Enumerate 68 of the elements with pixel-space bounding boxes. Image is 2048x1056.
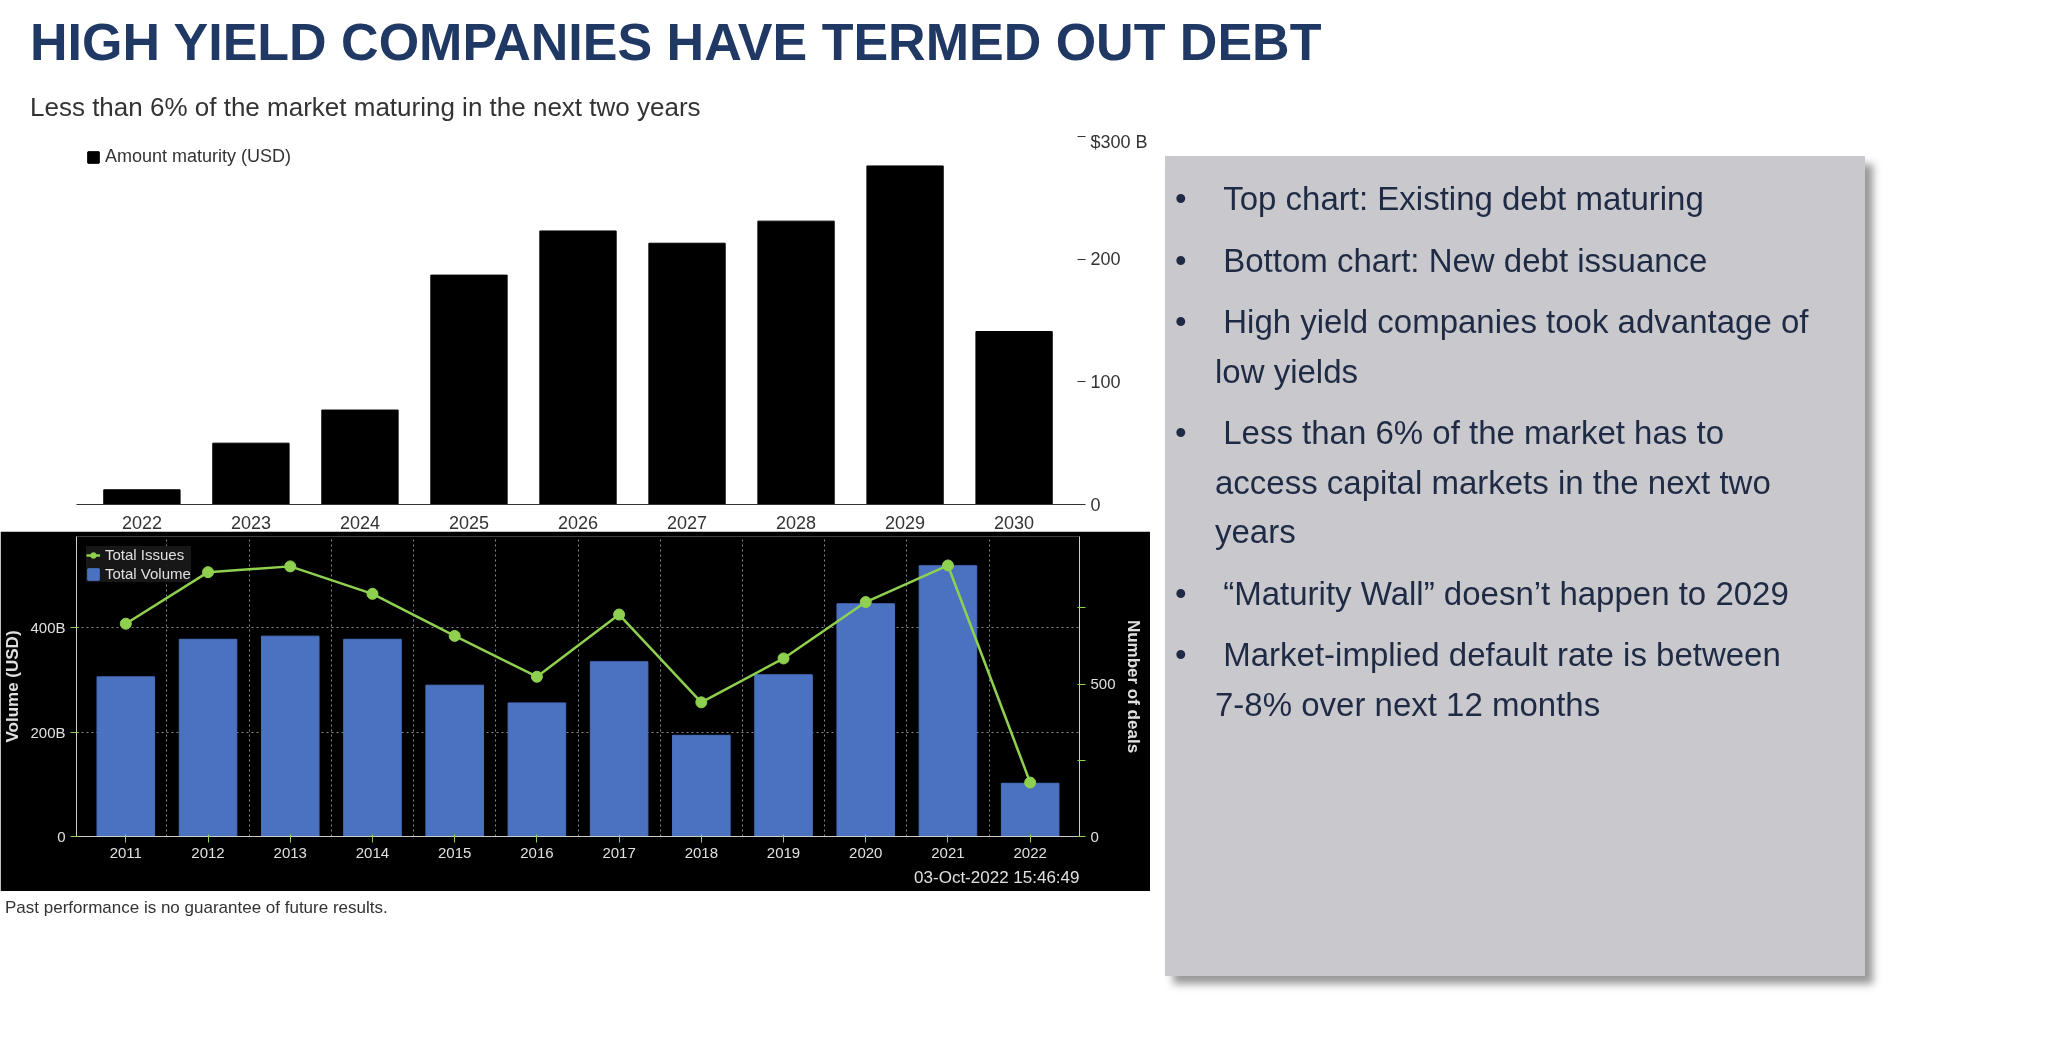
point xyxy=(613,608,626,621)
point xyxy=(284,560,297,573)
point xyxy=(530,671,543,684)
y-tick-label: 200 xyxy=(1090,249,1121,270)
bar xyxy=(178,639,238,837)
text: • Less than 6% of the market has to access capital markets in the next two years xyxy=(1175,413,1772,553)
x-tick-label: 2029 xyxy=(885,512,926,533)
text: • Bottom chart: New debt issuance xyxy=(1175,240,1709,281)
x-tick-label: 2024 xyxy=(339,512,380,533)
x-tick-label: 2025 xyxy=(448,512,489,533)
x-tick-label: 2015 xyxy=(438,843,472,861)
y-tick-label: 0 xyxy=(1090,494,1101,515)
point xyxy=(777,652,790,665)
point xyxy=(202,566,215,579)
x-tick-label: 2013 xyxy=(273,843,307,861)
bar xyxy=(425,685,484,837)
x-tick-label: 2026 xyxy=(557,512,599,533)
text: 03-Oct-2022 15:46:49 xyxy=(914,867,1080,887)
point xyxy=(448,630,461,643)
x-tick-label: 2017 xyxy=(602,843,636,861)
bar xyxy=(754,674,813,837)
point xyxy=(695,696,708,709)
x-tick-label: 2011 xyxy=(109,843,142,861)
text: • “Maturity Wall” doesn’t happen to 2029 xyxy=(1175,573,1790,614)
text: • Market-implied default rate is between 7-8% over next 12 months xyxy=(1175,635,1782,725)
bar xyxy=(589,661,649,837)
y-tick-label: 200B xyxy=(30,724,66,742)
chart-title: HIGH YIELD COMPANIES HAVE TERMED OUT DEBT xyxy=(30,12,1322,73)
x-tick-label: 2016 xyxy=(520,843,554,861)
y-tick-label: $300 B xyxy=(1090,131,1148,152)
y2-tick-label: 500 xyxy=(1090,675,1116,693)
y-tick-label: 100 xyxy=(1090,372,1121,393)
x-tick-label: 2021 xyxy=(931,843,965,861)
chart-subtitle: Less than 6% of the market maturing in the next two years xyxy=(30,91,701,125)
bar xyxy=(918,565,978,837)
bar xyxy=(96,676,156,837)
text: • Top chart: Existing debt maturing xyxy=(1175,179,1705,220)
bar xyxy=(343,639,402,837)
text: • High yield companies took advantage of low yields xyxy=(1175,302,1810,392)
x-tick-label: 2022 xyxy=(1013,843,1047,861)
x-tick-label: 2019 xyxy=(766,843,801,861)
point xyxy=(859,596,872,609)
bar xyxy=(507,702,567,837)
x-tick-label: 2020 xyxy=(849,843,883,861)
y-tick-label: 0 xyxy=(57,828,66,846)
text: Past performance is no guarantee of future results. xyxy=(5,897,388,920)
legend-label: Total Volume xyxy=(105,565,191,583)
point xyxy=(1024,776,1037,789)
legend-label: Amount maturity (USD) xyxy=(105,146,292,168)
x-tick-label: 2023 xyxy=(230,512,271,533)
bar xyxy=(672,735,731,837)
x-tick-label: 2014 xyxy=(355,843,390,861)
x-tick-label: 2030 xyxy=(994,512,1035,533)
bar xyxy=(1000,783,1060,837)
x-tick-label: 2027 xyxy=(667,512,708,533)
y2-axis-title: Number of deals xyxy=(1123,620,1143,754)
x-tick-label: 2028 xyxy=(776,512,817,533)
x-tick-label: 2012 xyxy=(191,843,225,861)
x-tick-label: 2022 xyxy=(121,512,162,533)
legend-label: Total Issues xyxy=(105,546,185,564)
bar xyxy=(260,636,320,837)
bar xyxy=(836,603,896,837)
y-tick-label: 400B xyxy=(30,619,66,637)
y-axis-title: Volume (USD) xyxy=(3,630,23,743)
point xyxy=(941,559,954,572)
point xyxy=(119,618,132,631)
x-tick-label: 2018 xyxy=(684,843,719,861)
point xyxy=(366,588,379,601)
